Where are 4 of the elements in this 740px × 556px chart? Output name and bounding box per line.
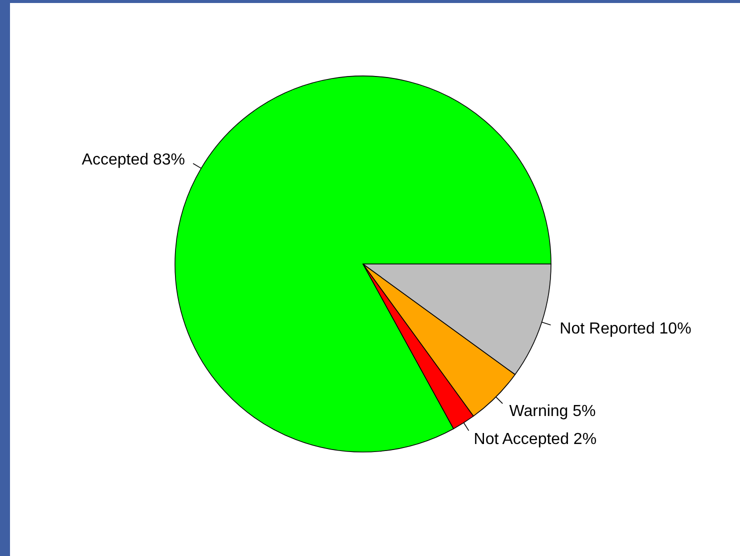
slice-label: Not Accepted 2% (474, 431, 597, 448)
slice-label: Not Reported 10% (560, 320, 692, 338)
slice-label: Warning 5% (509, 402, 596, 420)
slice-label: Accepted 83% (82, 151, 185, 168)
